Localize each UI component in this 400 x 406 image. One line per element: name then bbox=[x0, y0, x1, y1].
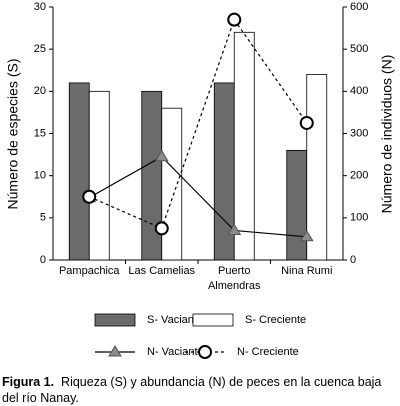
y2-tick-label: 0 bbox=[350, 254, 356, 266]
legend-marker bbox=[108, 345, 122, 357]
legend-marker bbox=[198, 345, 212, 359]
legend-label: N- Vaciante bbox=[147, 346, 204, 358]
marker bbox=[154, 149, 169, 162]
y-tick-label: 20 bbox=[34, 85, 46, 97]
y2-tick-label: 100 bbox=[350, 212, 368, 224]
legend-swatch bbox=[192, 313, 234, 327]
x-tick-label: Pampachica bbox=[58, 265, 120, 277]
bar bbox=[286, 149, 308, 261]
line bbox=[88, 155, 307, 238]
legend-swatch bbox=[94, 313, 136, 327]
x-tick-label: Las Camelias bbox=[128, 265, 196, 277]
y-tick-label: 30 bbox=[34, 1, 46, 13]
x-tick-label: Puerto Almendras bbox=[207, 265, 261, 292]
y-tick-label: 25 bbox=[34, 43, 46, 55]
bar bbox=[306, 74, 328, 261]
marker bbox=[82, 189, 97, 204]
caption: Figura 1. Riqueza (S) y abundancia (N) d… bbox=[2, 374, 398, 406]
bar bbox=[68, 82, 90, 261]
marker bbox=[299, 229, 314, 242]
y-axis-title: Número de especies (S) bbox=[5, 59, 21, 210]
y2-tick-label: 500 bbox=[350, 43, 368, 55]
y-tick-label: 10 bbox=[34, 170, 46, 182]
marker bbox=[227, 223, 242, 235]
y-tick-label: 15 bbox=[34, 127, 46, 139]
marker bbox=[227, 12, 242, 27]
caption-label: Figura 1. bbox=[2, 375, 55, 389]
x-tick-label: Nina Rumi bbox=[281, 265, 333, 277]
bar bbox=[233, 31, 255, 261]
marker bbox=[154, 221, 169, 236]
legend-label: N- Creciente bbox=[237, 346, 299, 358]
bar bbox=[88, 90, 110, 261]
line bbox=[89, 18, 308, 230]
y2-tick-label: 600 bbox=[350, 1, 368, 13]
bar bbox=[161, 107, 183, 261]
bar bbox=[141, 90, 163, 261]
legend-label: S- Creciente bbox=[245, 314, 306, 326]
chart: Número de especies (S) Número de individ… bbox=[5, 1, 395, 359]
y2-axis-title: Número de individuos (N) bbox=[379, 55, 395, 214]
marker bbox=[299, 115, 314, 130]
y-tick-label: 0 bbox=[40, 254, 46, 266]
y-tick-label: 5 bbox=[40, 212, 46, 224]
caption-text: Riqueza (S) y abundancia (N) de peces en… bbox=[2, 375, 382, 405]
legend-label: S- Vaciante bbox=[147, 314, 203, 326]
y2-tick-label: 400 bbox=[350, 85, 368, 97]
y2-tick-label: 300 bbox=[350, 127, 368, 139]
y2-tick-label: 200 bbox=[350, 170, 368, 182]
